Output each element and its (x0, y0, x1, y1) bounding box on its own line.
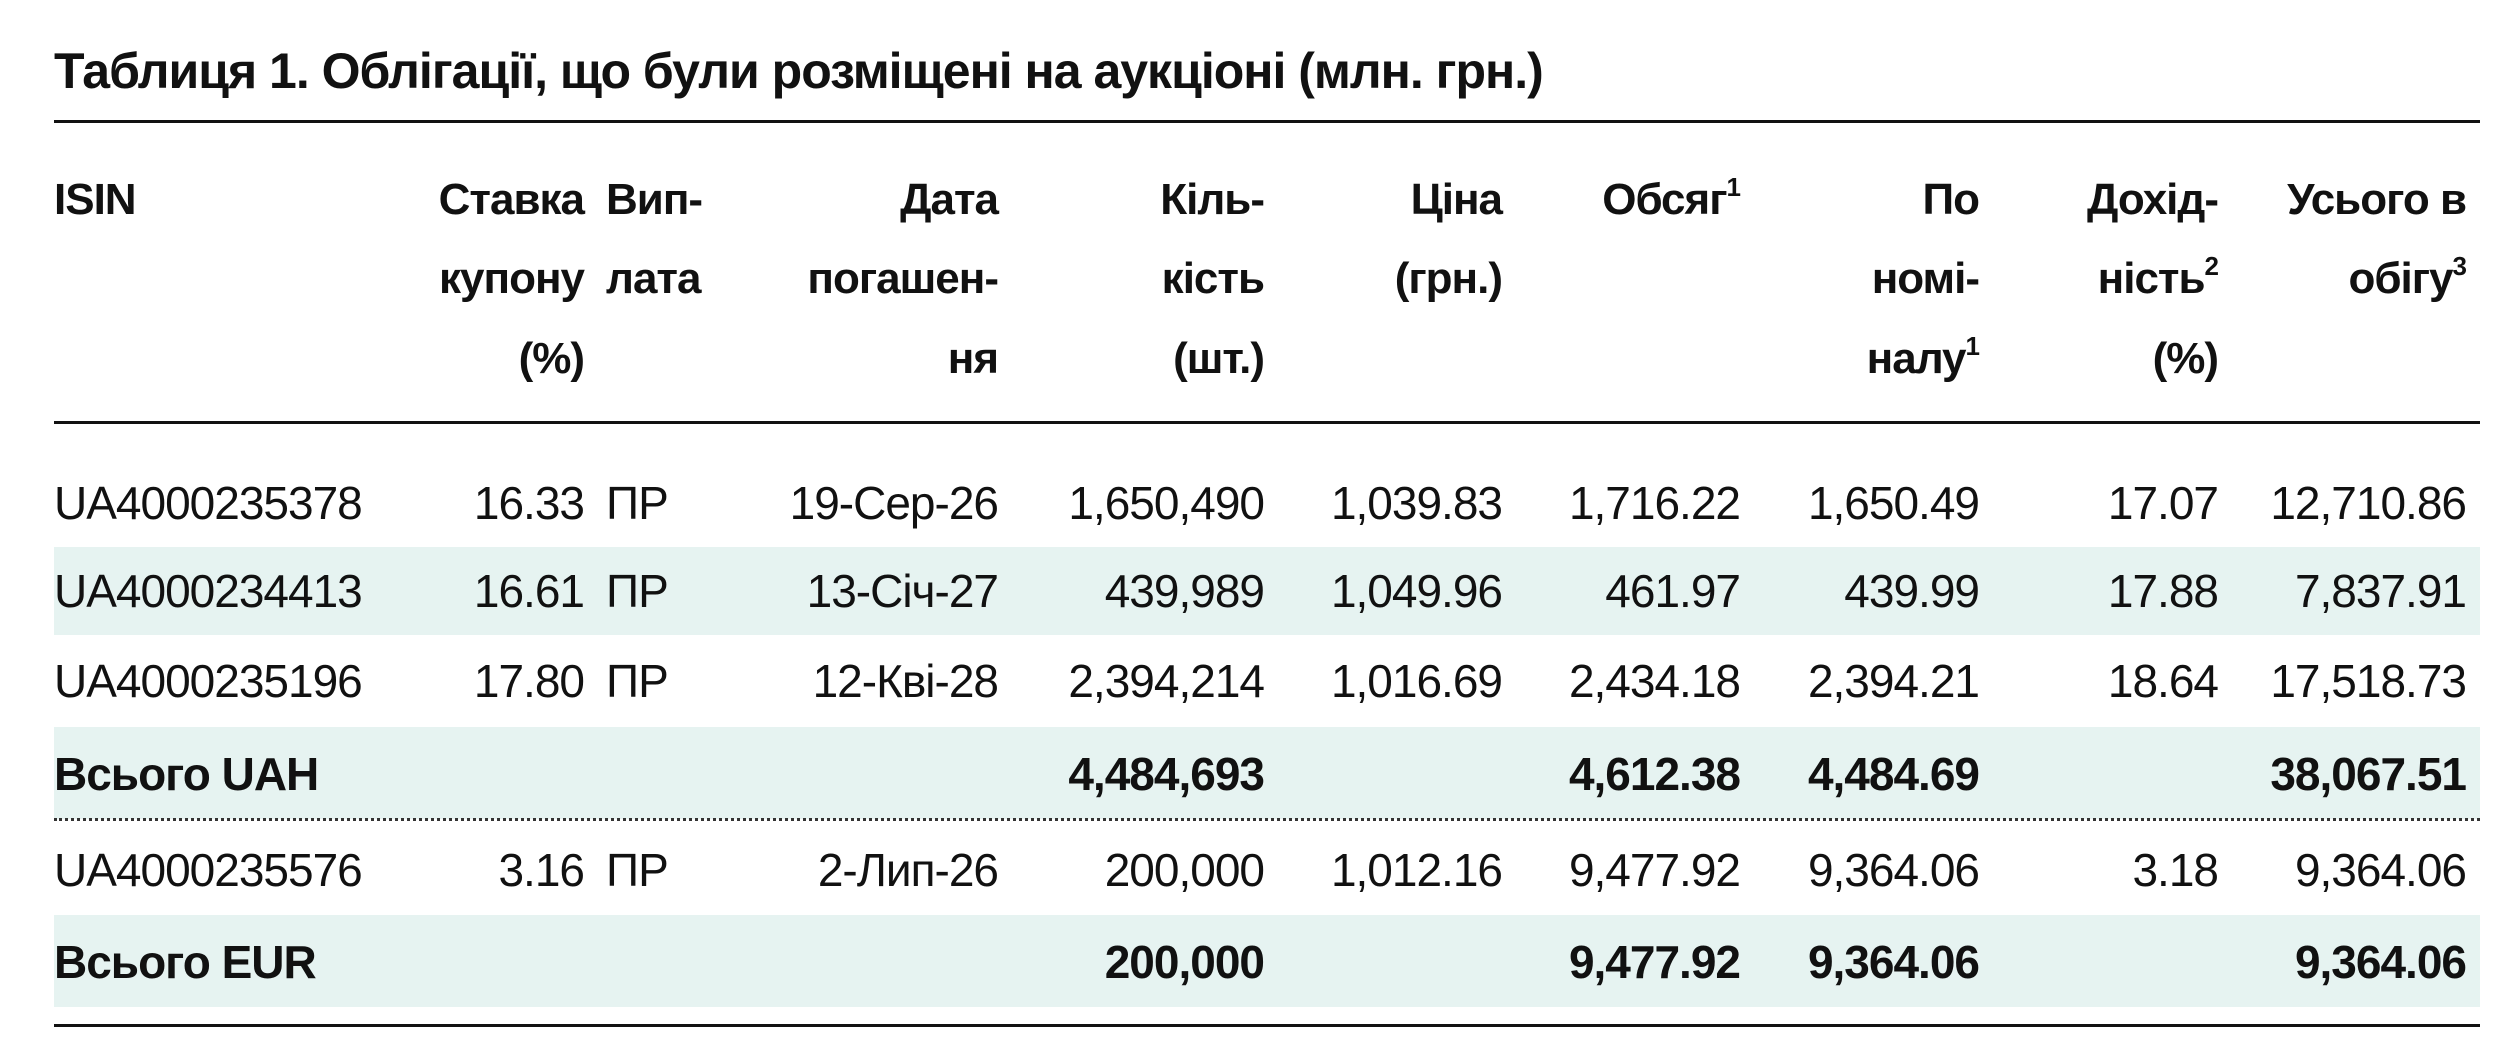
table-cell: 17,518.73 (2270, 655, 2467, 707)
header-cell: лата (606, 254, 701, 303)
table-cell: 1,039.83 (1330, 477, 1503, 529)
table-cell: 200,000 (1104, 936, 1265, 988)
row-shade (54, 727, 2480, 819)
table-cell: 1,012.16 (1330, 844, 1503, 896)
table-cell: ПР (606, 565, 669, 617)
table-cell: 12-Кві-28 (812, 655, 999, 707)
table-cell: 17.80 (473, 655, 585, 707)
header-cell: (шт.) (1173, 334, 1265, 383)
header-cell: Дохід- (2087, 175, 2219, 224)
table-cell: 461.97 (1605, 565, 1741, 617)
table-cell: ПР (606, 477, 669, 529)
row-label: UA4000234413 (54, 565, 363, 617)
footnote-mark: 2 (2204, 251, 2220, 281)
header-text: Обсяг (1602, 175, 1727, 224)
header-cell: кість (1161, 254, 1265, 303)
table-cell: 7,837.91 (2294, 565, 2467, 617)
header-cell: Дата (900, 175, 999, 224)
table-cell: 9,364.06 (2294, 936, 2467, 988)
header-cell: (грн.) (1394, 254, 1503, 303)
header-cell: (%) (518, 334, 585, 383)
table-cell: 2,394.21 (1807, 655, 1980, 707)
table-cell: 16.33 (473, 477, 585, 529)
table-cell: 2-Лип-26 (817, 844, 999, 896)
table-cell: 19-Сер-26 (789, 477, 999, 529)
header-cell: Ціна (1410, 175, 1503, 224)
header-text: налу (1866, 334, 1967, 383)
table-cell: 2,434.18 (1568, 655, 1741, 707)
table-cell: 4,612.38 (1568, 748, 1741, 800)
header-cell: ність2 (2097, 253, 2219, 303)
bottom-rule (54, 1024, 2480, 1027)
table-cell: 439.99 (1844, 565, 1980, 617)
table-cell: 38,067.51 (2270, 748, 2467, 800)
table-cell: 9,477.92 (1568, 936, 1741, 988)
table-title: Таблиця 1. Облігації, що були розміщені … (54, 43, 1544, 99)
row-shade (54, 915, 2480, 1007)
header-cell: Усього в (2287, 175, 2467, 224)
header-cell: ня (947, 334, 999, 383)
header-cell: Кіль- (1160, 175, 1265, 224)
header-cell: обігу3 (2348, 253, 2467, 303)
table-cell: 9,364.06 (1807, 844, 1980, 896)
table-cell: 4,484.69 (1807, 748, 1980, 800)
header-cell: Ставка (438, 175, 585, 224)
table-cell: 439,989 (1104, 565, 1265, 617)
header-cell: налу1 (1866, 333, 1980, 383)
table-cell: 1,049.96 (1330, 565, 1503, 617)
table-cell: 2,394,214 (1068, 655, 1265, 707)
header-cell: Обсяг1 (1602, 174, 1741, 224)
table-cell: 16.61 (473, 565, 585, 617)
header-cell: ISIN (54, 175, 137, 224)
header-cell: По (1922, 175, 1980, 224)
table-cell: 12,710.86 (2270, 477, 2467, 529)
header-cell: Вип- (606, 175, 703, 224)
header-cell: номі- (1871, 254, 1980, 303)
table-cell: 17.88 (2107, 565, 2219, 617)
header-cell: погашен- (807, 254, 999, 303)
table-cell: 4,484,693 (1068, 748, 1265, 800)
table-cell: 3.18 (2132, 844, 2219, 896)
footnote-mark: 3 (2452, 251, 2468, 281)
section-divider (54, 818, 2480, 821)
footnote-mark: 1 (1726, 172, 1742, 202)
row-label: UA4000235576 (54, 844, 363, 896)
table-cell: 200,000 (1104, 844, 1265, 896)
table-cell: 9,364.06 (2294, 844, 2467, 896)
header-rule (54, 421, 2480, 424)
row-label: UA4000235378 (54, 477, 363, 529)
table-cell: 1,716.22 (1568, 477, 1741, 529)
row-label: UA4000235196 (54, 655, 363, 707)
table-cell: ПР (606, 844, 669, 896)
row-shade (54, 547, 2480, 635)
table-cell: 17.07 (2107, 477, 2219, 529)
header-text: ність (2097, 254, 2206, 303)
table-cell: 9,364.06 (1807, 936, 1980, 988)
table-cell: 13-Січ-27 (806, 565, 999, 617)
table-cell: 18.64 (2107, 655, 2219, 707)
top-rule (54, 120, 2480, 123)
table-cell: 1,650,490 (1068, 477, 1265, 529)
table-cell: 9,477.92 (1568, 844, 1741, 896)
table-cell: 1,016.69 (1330, 655, 1503, 707)
row-label: Всього UAH (54, 748, 319, 800)
table-cell: ПР (606, 655, 669, 707)
header-text: обігу (2348, 254, 2453, 303)
table-cell: 1,650.49 (1807, 477, 1980, 529)
table-cell: 3.16 (498, 844, 585, 896)
footnote-mark: 1 (1965, 331, 1981, 361)
header-cell: купону (439, 254, 585, 303)
row-label: Всього EUR (54, 936, 317, 988)
header-cell: (%) (2152, 334, 2219, 383)
